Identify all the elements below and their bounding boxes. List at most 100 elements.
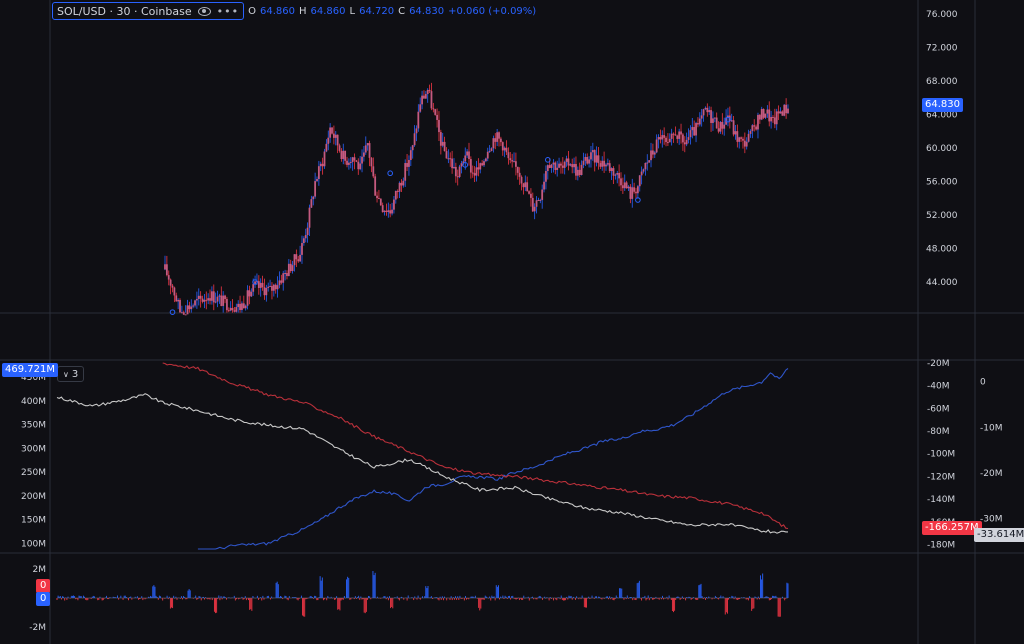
candle-body	[378, 198, 380, 200]
candle-body	[757, 114, 759, 130]
candle-body	[636, 186, 639, 194]
candle-body	[775, 111, 778, 125]
candle-body	[383, 210, 386, 213]
candle-body	[192, 305, 195, 307]
volume-delta-axis[interactable]: 2M -2M	[29, 565, 46, 633]
candle-body	[222, 295, 225, 306]
candle-body	[678, 131, 681, 139]
trade-marker	[462, 162, 469, 168]
candle-body	[413, 133, 416, 146]
candle-body	[530, 193, 532, 198]
candle-body	[758, 114, 761, 120]
candle-body	[552, 162, 555, 165]
open-value: 64.860	[259, 5, 295, 17]
candle-body	[445, 151, 448, 159]
candle-body	[434, 109, 437, 115]
candle-body	[590, 152, 592, 160]
candle-body	[359, 163, 362, 170]
candle-body	[385, 210, 388, 212]
candle-body	[481, 163, 484, 166]
candle-body	[575, 163, 577, 176]
candle-body	[567, 158, 570, 166]
candle-body	[605, 164, 607, 167]
high-value: 64.860	[310, 5, 346, 17]
candle-body	[768, 109, 771, 122]
candle-body	[531, 197, 534, 212]
candle-body	[209, 298, 211, 301]
candle-body	[293, 254, 296, 266]
candle-body	[297, 259, 300, 262]
candle-body	[668, 138, 671, 143]
mid-axis-tick-label: -180M	[927, 540, 955, 550]
candle-body	[468, 151, 470, 160]
candle-body	[453, 166, 455, 169]
candle-body	[554, 162, 557, 170]
candle-body	[687, 137, 690, 140]
candle-body	[591, 150, 594, 153]
candle-body	[466, 151, 469, 156]
candle-body	[760, 108, 763, 120]
candle-body	[473, 173, 476, 176]
candle-body	[640, 171, 643, 176]
candle-body	[620, 178, 622, 186]
trade-marker	[635, 197, 641, 203]
candle-body	[571, 164, 574, 168]
candle-body	[355, 160, 358, 162]
candle-body	[374, 176, 377, 196]
candle-body	[404, 163, 407, 181]
candle-body	[507, 152, 510, 159]
candle-body	[165, 264, 168, 276]
indicator-axes[interactable]: 450M 400M 350M 300M 250M 200M 150M 100M -20M -40M…	[21, 359, 1002, 550]
low-label: L	[349, 5, 356, 17]
candle-body	[621, 185, 624, 189]
candle-body	[286, 273, 288, 277]
candle-body	[164, 264, 166, 270]
candle-body	[520, 176, 523, 184]
mid-axis-tick-label: -80M	[927, 427, 949, 437]
candle-body	[618, 172, 621, 179]
price-axis[interactable]: 76.000 72.000 68.000 64.000 60.000 56.000 52.0…	[926, 10, 958, 288]
candle-body	[349, 162, 352, 164]
price-markers	[169, 116, 731, 315]
candle-body	[484, 158, 487, 162]
candle-body	[762, 108, 765, 118]
candle-body	[372, 166, 375, 177]
candle-body	[610, 168, 613, 172]
candle-body	[325, 143, 328, 152]
candle-body	[211, 291, 213, 301]
candle-body	[308, 207, 311, 228]
candle-body	[580, 164, 583, 176]
candle-body	[691, 127, 694, 131]
change-value: +0.060 (+0.09%)	[448, 5, 537, 17]
candle-body	[486, 151, 489, 159]
right-axis-tick-label: -20M	[980, 469, 1002, 479]
candle-body	[289, 263, 292, 271]
candle-body	[753, 125, 756, 127]
eye-icon[interactable]	[197, 6, 211, 16]
candle-body	[498, 132, 500, 139]
low-value: 64.720	[359, 5, 395, 17]
candle-body	[601, 160, 604, 167]
candle-body	[400, 182, 403, 186]
more-icon[interactable]: •••	[216, 4, 240, 18]
candle-body	[616, 172, 619, 175]
candle-body	[447, 158, 450, 160]
candle-body	[394, 190, 397, 200]
candle-body	[261, 282, 264, 288]
mid-axis-tick-label: -100M	[927, 450, 955, 460]
candle-body	[667, 142, 669, 144]
symbol-chip[interactable]: SOL/USD · 30 · Coinbase •••	[52, 2, 245, 20]
candle-body	[700, 115, 703, 119]
mid-axis-tick-label: -120M	[927, 472, 955, 482]
candle-body	[214, 301, 217, 303]
candle-body	[685, 139, 688, 145]
candle-body	[680, 131, 682, 135]
candle-body	[721, 121, 724, 129]
indicator-toggle-button[interactable]: ∨ 3	[57, 366, 85, 382]
candle-body	[280, 280, 283, 283]
candle-body	[257, 281, 260, 288]
candle-body	[550, 164, 553, 168]
candle-body	[424, 94, 427, 99]
symbol-legend: SOL/USD · 30 · Coinbase ••• O 64.860 H 64.…	[52, 2, 536, 20]
